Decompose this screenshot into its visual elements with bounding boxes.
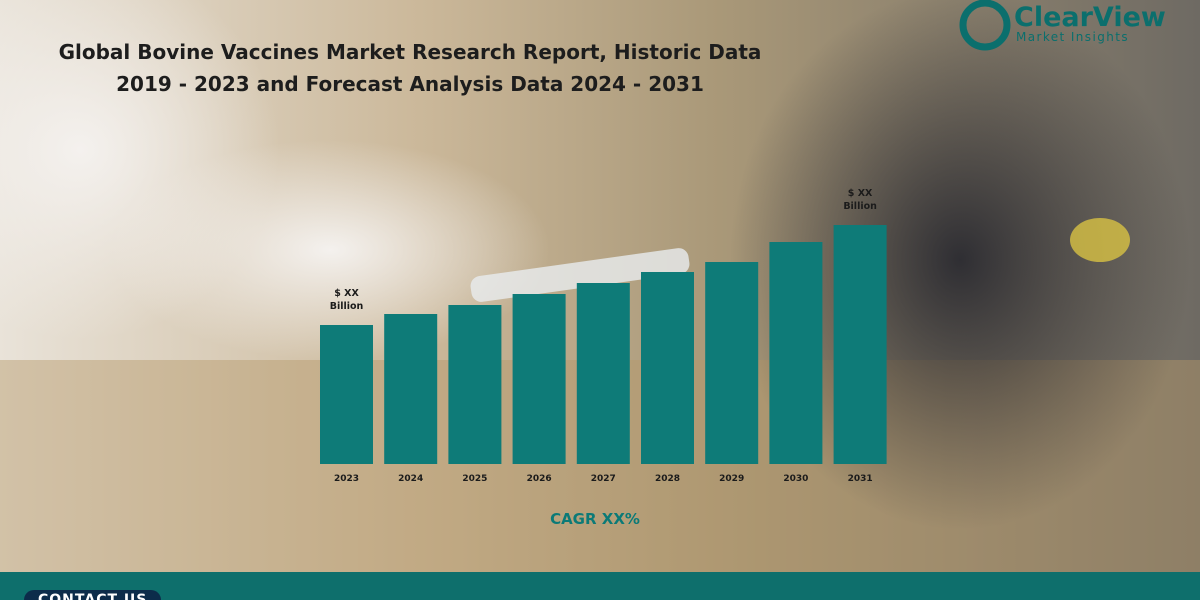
- x-tick-label: 2026: [527, 474, 552, 484]
- x-tick-label: 2027: [591, 474, 616, 484]
- x-tick-label: 2030: [783, 474, 808, 484]
- cagr-label: CAGR XX%: [550, 510, 640, 528]
- value-label: $ XX Billion: [843, 188, 877, 212]
- bar: [769, 242, 823, 464]
- x-tick-label: 2023: [334, 474, 359, 484]
- bar: [705, 262, 759, 464]
- logo-mark: [959, 0, 1011, 51]
- x-tick-label: 2031: [848, 474, 873, 484]
- footer-bar: CONTACT US: [0, 572, 1200, 600]
- syringe: [470, 248, 690, 302]
- bar: [576, 283, 630, 464]
- logo-name: ClearView: [1014, 2, 1166, 33]
- glove: [110, 140, 550, 360]
- chart-title: Global Bovine Vaccines Market Research R…: [58, 40, 762, 96]
- bar: [641, 272, 694, 464]
- bar: [384, 314, 438, 464]
- bar: [448, 305, 502, 464]
- ear-tag: [1070, 218, 1130, 262]
- x-tick-label: 2025: [462, 474, 487, 484]
- contact-button[interactable]: CONTACT US: [24, 590, 162, 600]
- x-tick-label: 2024: [398, 474, 423, 484]
- logo-tagline: Market Insights: [1016, 30, 1129, 44]
- value-label: $ XX Billion: [329, 288, 364, 312]
- x-tick-label: 2029: [719, 474, 744, 484]
- bar: [320, 325, 373, 464]
- bar: [833, 225, 887, 464]
- bar: [512, 294, 566, 464]
- x-tick-label: 2028: [655, 474, 680, 484]
